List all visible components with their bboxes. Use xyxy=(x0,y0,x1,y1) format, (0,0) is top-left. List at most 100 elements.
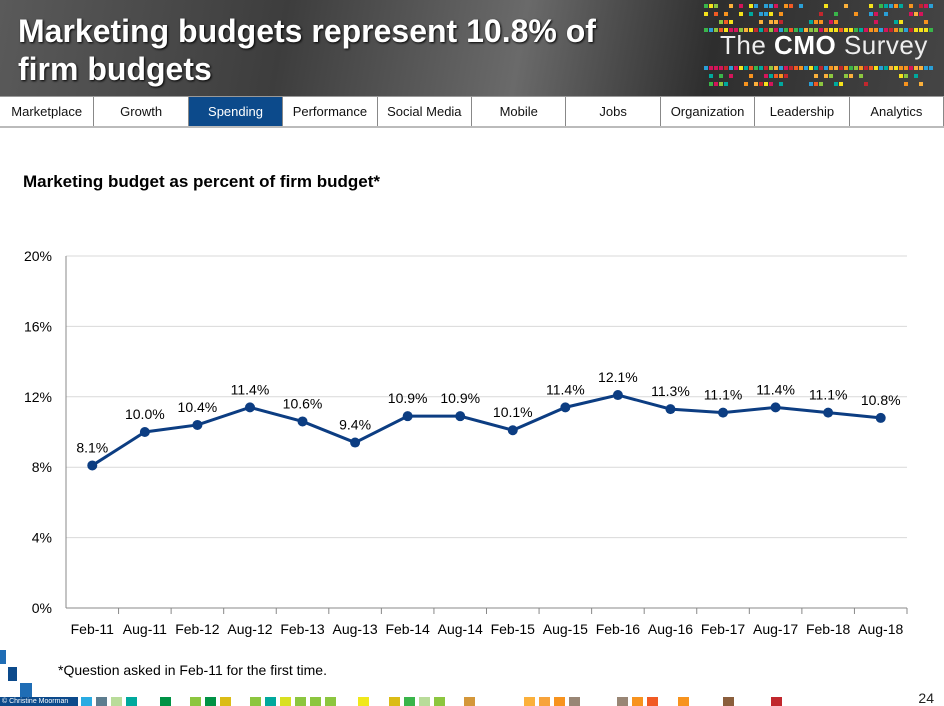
color-square xyxy=(126,697,137,706)
logo-pixel xyxy=(704,28,708,32)
tab-jobs[interactable]: Jobs xyxy=(566,97,661,126)
logo-pixel xyxy=(764,4,768,8)
logo-pixel xyxy=(724,66,728,70)
x-tick-label: Aug-18 xyxy=(858,621,903,637)
logo-pixel xyxy=(894,66,898,70)
logo-pixel xyxy=(819,66,823,70)
logo-pixel xyxy=(874,28,878,32)
color-square xyxy=(617,697,628,706)
data-label: 8.1% xyxy=(76,439,108,455)
logo-pixel xyxy=(814,82,818,86)
tab-performance[interactable]: Performance xyxy=(283,97,378,126)
tab-analytics[interactable]: Analytics xyxy=(850,97,944,126)
logo-pixel xyxy=(859,28,863,32)
logo-pixel xyxy=(724,82,728,86)
logo-pixel xyxy=(784,74,788,78)
logo-pixel xyxy=(714,12,718,16)
logo-pixel xyxy=(884,66,888,70)
logo-pixel xyxy=(784,28,788,32)
logo-pixel xyxy=(904,66,908,70)
x-tick-label: Feb-11 xyxy=(71,621,115,637)
logo-pixel xyxy=(894,4,898,8)
logo-pixel xyxy=(719,20,723,24)
color-square xyxy=(310,697,321,706)
logo-pixel xyxy=(804,66,808,70)
x-tick-label: Aug-17 xyxy=(753,621,798,637)
logo-pixel xyxy=(774,28,778,32)
logo-pixel xyxy=(769,74,773,78)
logo-pixel xyxy=(764,28,768,32)
logo-pixel xyxy=(744,28,748,32)
logo-pixel xyxy=(784,4,788,8)
tab-marketplace[interactable]: Marketplace xyxy=(0,97,95,126)
logo-pixel xyxy=(899,20,903,24)
logo-pixel xyxy=(909,66,913,70)
logo-pixel xyxy=(739,12,743,16)
logo-pixel xyxy=(774,4,778,8)
color-square xyxy=(280,697,291,706)
x-tick-label: Aug-13 xyxy=(333,621,378,637)
data-label: 10.6% xyxy=(283,395,323,411)
data-label: 9.4% xyxy=(339,417,371,433)
logo-pixel xyxy=(844,28,848,32)
data-label: 10.0% xyxy=(125,406,165,422)
logo-pixel xyxy=(759,20,763,24)
tab-organization[interactable]: Organization xyxy=(661,97,756,126)
logo-pixel xyxy=(749,12,753,16)
logo-pixel xyxy=(819,82,823,86)
color-square xyxy=(81,697,92,706)
data-point xyxy=(402,411,413,422)
logo-pixel xyxy=(759,66,763,70)
data-label: 12.1% xyxy=(598,369,638,385)
logo-pixel xyxy=(849,28,853,32)
logo-pixel xyxy=(709,66,713,70)
data-label: 11.3% xyxy=(651,383,690,399)
logo-pixel xyxy=(884,12,888,16)
tab-leadership[interactable]: Leadership xyxy=(755,97,850,126)
logo-pixel xyxy=(879,4,883,8)
logo-pixel xyxy=(844,4,848,8)
logo-pixel xyxy=(929,66,933,70)
logo-pixel xyxy=(829,28,833,32)
logo-pixel xyxy=(844,66,848,70)
data-label: 11.4% xyxy=(756,381,795,397)
series-line xyxy=(91,393,881,467)
logo-pixel xyxy=(784,66,788,70)
logo-pixel xyxy=(764,74,768,78)
page-title: Marketing budgets represent 10.8% of fir… xyxy=(18,13,596,87)
logo-pixel xyxy=(919,82,923,86)
logo-pixel xyxy=(774,74,778,78)
color-square xyxy=(404,697,415,706)
logo-pixel xyxy=(924,66,928,70)
data-point xyxy=(560,402,571,413)
y-tick-label: 20% xyxy=(24,248,52,264)
logo-pixel xyxy=(909,28,913,32)
logo-pixel xyxy=(769,12,773,16)
logo-pixel xyxy=(714,4,718,8)
tab-social-media[interactable]: Social Media xyxy=(378,97,473,126)
logo-pixel xyxy=(709,4,713,8)
logo-pixel xyxy=(734,28,738,32)
tab-mobile[interactable]: Mobile xyxy=(472,97,567,126)
logo-pixel xyxy=(739,28,743,32)
logo-pixel xyxy=(774,66,778,70)
logo-pixel xyxy=(924,20,928,24)
color-square xyxy=(464,697,475,706)
logo-the: The xyxy=(720,30,767,60)
logo-pixel xyxy=(889,28,893,32)
copyright: © Christine Moorman xyxy=(0,697,78,706)
logo-pixel xyxy=(899,4,903,8)
logo-pixel xyxy=(864,82,868,86)
logo-pixel xyxy=(844,74,848,78)
tab-growth[interactable]: Growth xyxy=(94,97,189,126)
logo-pixel xyxy=(789,28,793,32)
logo-pixel xyxy=(914,28,918,32)
data-label: 11.4% xyxy=(231,381,270,397)
logo-pixel xyxy=(764,12,768,16)
logo-pixel xyxy=(899,74,903,78)
logo-pixel xyxy=(729,66,733,70)
tab-spending[interactable]: Spending xyxy=(188,97,284,126)
logo-pixel xyxy=(919,12,923,16)
logo-pixel xyxy=(824,74,828,78)
logo-pixel xyxy=(794,66,798,70)
